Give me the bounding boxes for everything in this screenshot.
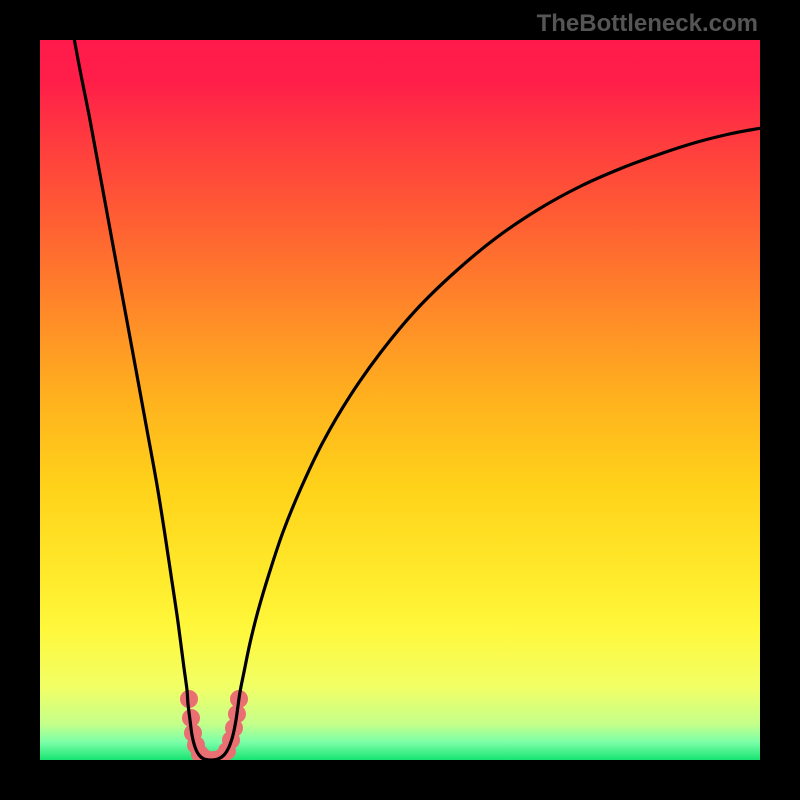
bottleneck-curve — [74, 40, 760, 760]
plot-area — [40, 40, 760, 760]
watermark-text: TheBottleneck.com — [537, 10, 758, 38]
chart-frame: TheBottleneck.com — [0, 0, 800, 800]
curve-layer — [40, 40, 760, 760]
